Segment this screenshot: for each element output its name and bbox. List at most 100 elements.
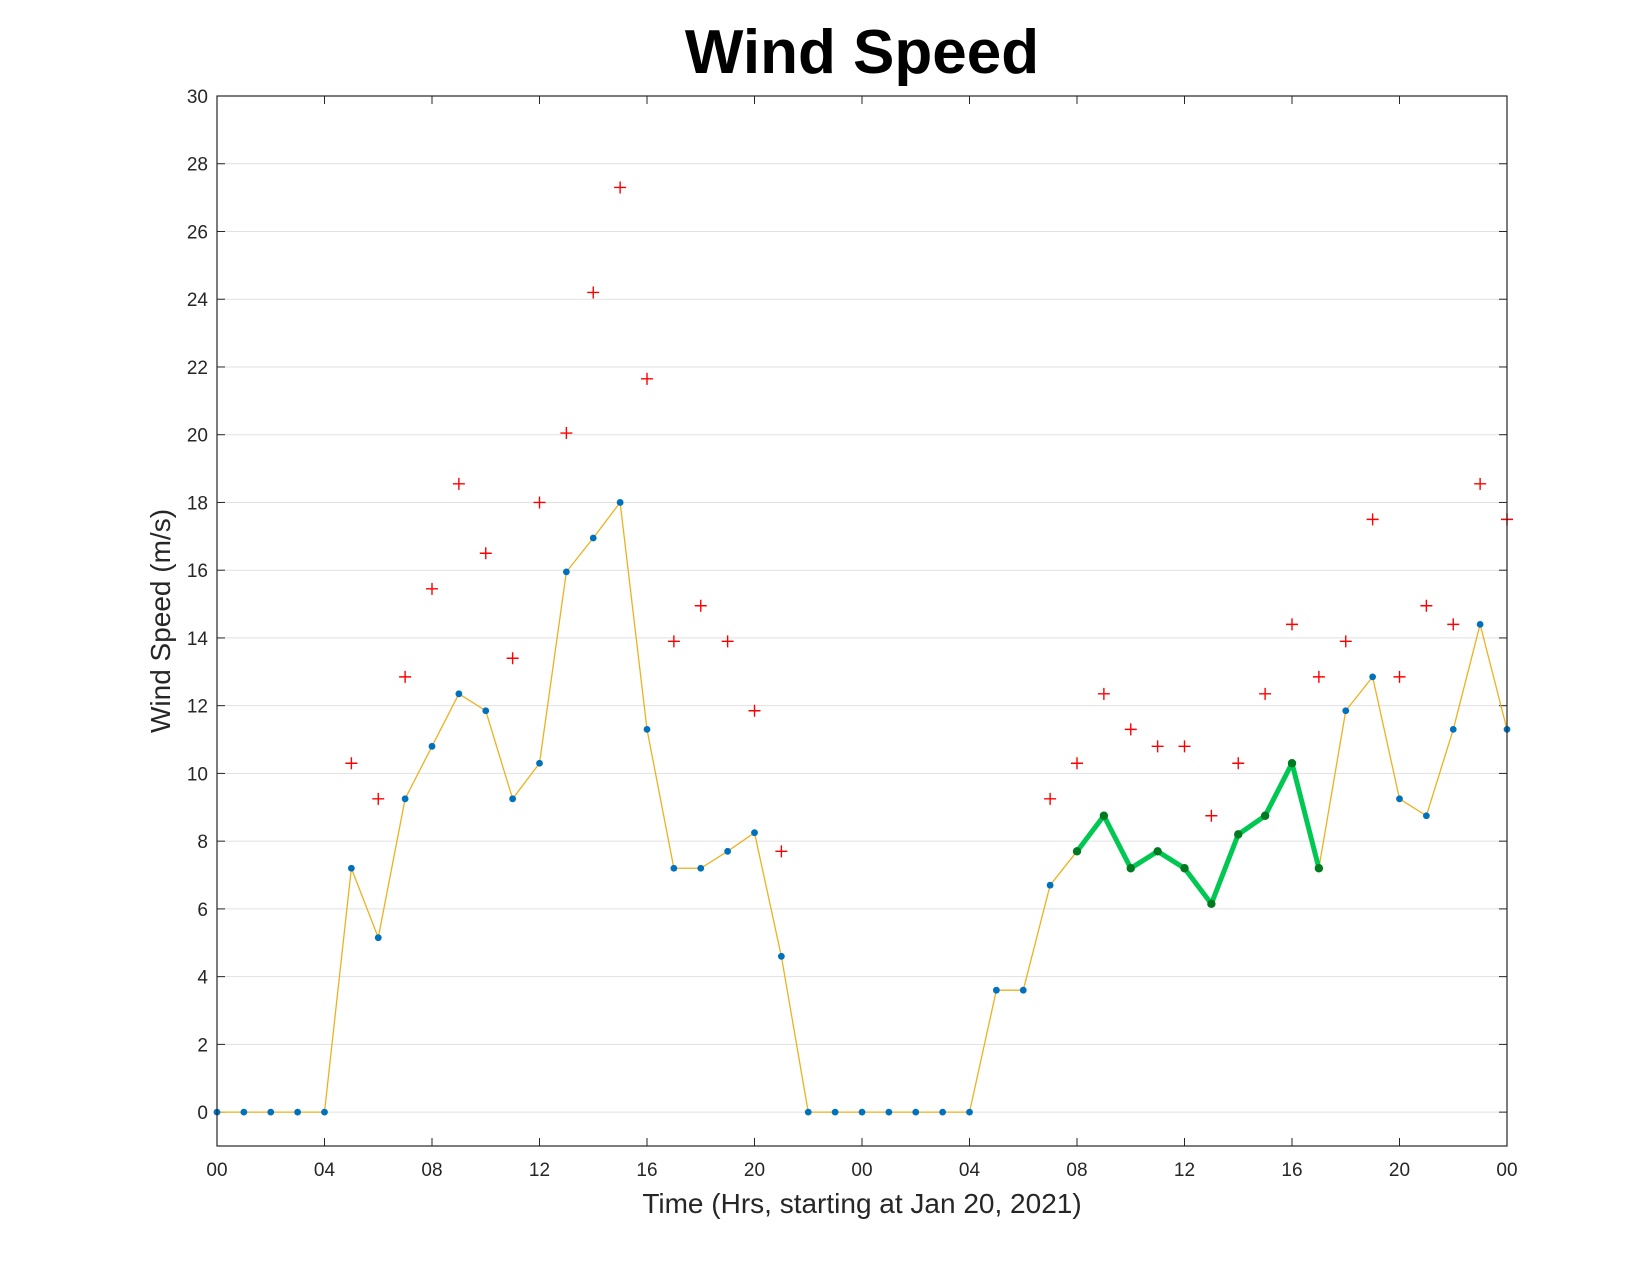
plot-frame bbox=[216, 95, 1508, 1147]
highlight-point bbox=[1180, 864, 1189, 873]
wind-speed-point bbox=[562, 568, 570, 576]
wind-speed-point bbox=[966, 1108, 973, 1116]
wind-speed-point bbox=[589, 534, 597, 542]
wind-speed-point bbox=[401, 795, 409, 803]
plot-series bbox=[213, 181, 1513, 1116]
x-tick-label: 04 bbox=[314, 1160, 336, 1181]
chart-title: Wind Speed bbox=[685, 18, 1039, 87]
gust-point bbox=[372, 792, 385, 805]
wind-speed-point bbox=[670, 864, 678, 872]
wind-speed-point bbox=[912, 1108, 920, 1116]
gust-point bbox=[345, 757, 358, 770]
x-tick-label: 00 bbox=[1496, 1160, 1517, 1181]
wind-speed-point bbox=[1342, 707, 1350, 715]
wind-speed-point bbox=[536, 759, 543, 767]
gust-point bbox=[587, 286, 600, 299]
highlight-point bbox=[1099, 811, 1109, 820]
y-tick-label: 28 bbox=[187, 155, 208, 176]
gust-point bbox=[1151, 740, 1164, 753]
wind-speed-point bbox=[858, 1108, 866, 1116]
x-tick-label: 12 bbox=[529, 1160, 550, 1181]
gust-point bbox=[533, 496, 546, 509]
x-tick-label: 16 bbox=[636, 1160, 657, 1181]
highlight-point bbox=[1126, 864, 1135, 873]
x-tick-label: 12 bbox=[1174, 1160, 1195, 1181]
wind-speed-point bbox=[321, 1108, 328, 1116]
y-tick-label: 30 bbox=[187, 87, 208, 108]
x-tick-label: 16 bbox=[1281, 1160, 1302, 1181]
gust-point bbox=[1044, 792, 1057, 805]
x-tick-label: 00 bbox=[206, 1160, 227, 1181]
y-tick-label: 12 bbox=[187, 697, 208, 718]
highlight-point bbox=[1207, 899, 1216, 909]
wind-speed-point bbox=[992, 986, 1000, 994]
highlight-point bbox=[1314, 864, 1324, 873]
gust-point bbox=[1447, 618, 1460, 631]
wind-speed-point bbox=[1046, 881, 1054, 889]
x-tick-label: 04 bbox=[959, 1160, 981, 1181]
gust-point bbox=[1366, 513, 1379, 526]
gust-point bbox=[1205, 809, 1218, 822]
highlight-point bbox=[1153, 847, 1162, 856]
wind-speed-point bbox=[240, 1108, 248, 1116]
y-tick-label: 16 bbox=[187, 561, 208, 582]
y-tick-label: 0 bbox=[197, 1103, 208, 1124]
x-tick-label: 00 bbox=[851, 1160, 872, 1181]
wind-speed-point bbox=[1396, 795, 1403, 803]
wind-speed-point bbox=[1449, 725, 1457, 733]
wind-speed-point bbox=[428, 742, 436, 750]
y-tick-label: 4 bbox=[197, 968, 208, 989]
y-tick-label: 20 bbox=[187, 426, 208, 447]
y-tick-label: 8 bbox=[197, 832, 208, 853]
wind-speed-point bbox=[831, 1108, 839, 1116]
gust-point bbox=[775, 845, 788, 858]
gust-point bbox=[641, 372, 653, 385]
y-tick-label: 24 bbox=[187, 290, 209, 311]
y-axis-label: Wind Speed (m/s) bbox=[145, 509, 176, 733]
highlight-point bbox=[1234, 830, 1243, 839]
gust-point bbox=[1178, 740, 1191, 753]
gust-point bbox=[721, 635, 734, 648]
gust-point bbox=[506, 652, 519, 665]
x-tick-label: 20 bbox=[1389, 1160, 1410, 1181]
gust-point bbox=[452, 477, 465, 490]
wind-speed-point bbox=[616, 499, 624, 506]
wind-speed-point bbox=[1369, 673, 1377, 681]
wind-speed-point bbox=[347, 864, 355, 872]
gust-point bbox=[1339, 635, 1352, 648]
y-tick-label: 22 bbox=[187, 358, 208, 379]
wind-speed-point bbox=[697, 864, 705, 872]
wind-speed-point bbox=[643, 725, 651, 733]
gust-point bbox=[614, 181, 627, 194]
gust-point bbox=[479, 547, 492, 560]
y-tick-label: 6 bbox=[197, 900, 208, 921]
gust-point bbox=[1097, 687, 1110, 700]
wind-speed-point bbox=[482, 707, 490, 715]
wind-speed-point bbox=[751, 829, 758, 837]
wind-speed-point bbox=[455, 690, 463, 698]
wind-speed-point bbox=[1422, 812, 1430, 820]
y-tick-label: 2 bbox=[197, 1035, 208, 1056]
x-axis-label: Time (Hrs, starting at Jan 20, 2021) bbox=[642, 1188, 1081, 1219]
grid-lines bbox=[217, 95, 1507, 1113]
wind-speed-point bbox=[374, 934, 382, 942]
highlight-line bbox=[1074, 760, 1322, 907]
x-tick-label: 08 bbox=[1066, 1160, 1087, 1181]
y-tick-label: 18 bbox=[187, 493, 208, 514]
wind-speed-point bbox=[777, 952, 785, 960]
wind-speed-point bbox=[267, 1108, 275, 1116]
y-tick-label: 26 bbox=[187, 222, 208, 243]
gust-point bbox=[1420, 599, 1433, 612]
y-tick-label: 10 bbox=[187, 764, 208, 785]
gust-point bbox=[399, 670, 412, 683]
wind-speed-line bbox=[217, 500, 1508, 1113]
wind-speed-point bbox=[804, 1108, 812, 1116]
wind-speed-point bbox=[1019, 986, 1027, 994]
gust-point bbox=[1232, 757, 1245, 770]
gust-point bbox=[1312, 670, 1325, 683]
x-tick-label: 20 bbox=[744, 1160, 765, 1181]
wind-speed-point bbox=[509, 795, 517, 803]
gust-point bbox=[426, 582, 438, 595]
x-tick-label: 08 bbox=[421, 1160, 442, 1181]
